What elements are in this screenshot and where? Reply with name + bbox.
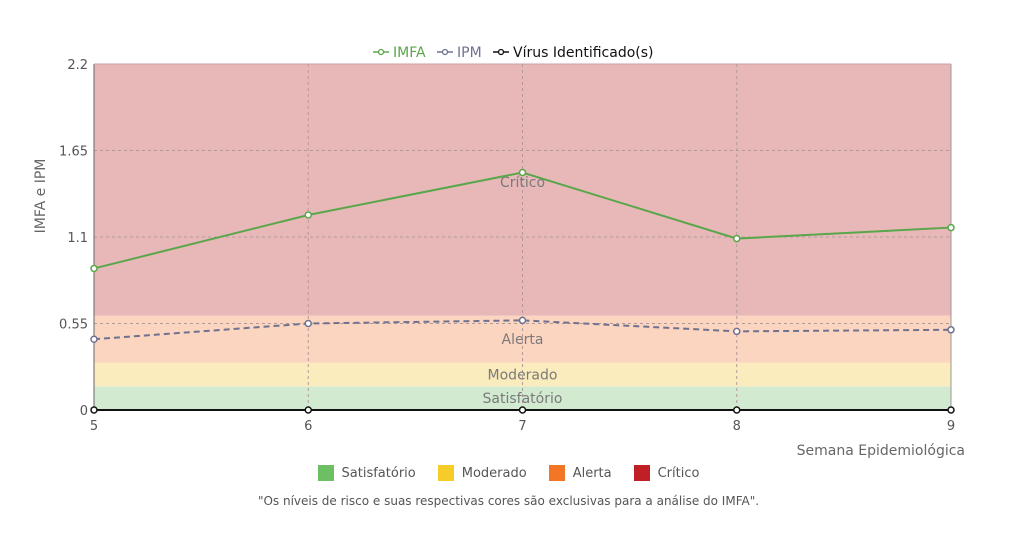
- axes: [93, 63, 952, 410]
- legend-item-ipm[interactable]: IPM: [437, 45, 482, 61]
- legend-item-virus-identificado-s[interactable]: Vírus Identificado(s): [493, 45, 654, 61]
- risk-legend: Satisfatório Moderado Alerta Crítico: [0, 465, 1017, 481]
- y-tick-label: 0.55: [59, 318, 88, 333]
- risk-legend-label: Satisfatório: [341, 465, 416, 481]
- y-tick-label: 1.1: [67, 231, 88, 246]
- moderado-swatch: [437, 465, 454, 481]
- y-tick-label: 1.65: [59, 145, 88, 160]
- risk-legend-item-satisfatorio: Satisfatório: [317, 465, 416, 481]
- risk-legend-label: Moderado: [461, 465, 527, 481]
- point-ipm: [90, 335, 98, 343]
- legend-marker-virus-identificado-s: [497, 48, 505, 56]
- point-imfa: [304, 211, 312, 219]
- x-tick-label: 6: [304, 419, 312, 434]
- tick-labels: 0 0.55 1.1 1.65 2.2 5 6 7 8 9: [59, 58, 955, 434]
- series-legend[interactable]: IMFA IPM Vírus Identificado(s): [373, 45, 654, 61]
- band-label-satisfatorio: Satisfatório: [483, 391, 563, 407]
- point-virus-identificado-s: [518, 406, 527, 414]
- point-virus-identificado-s: [947, 406, 955, 414]
- point-virus-identificado-s: [733, 406, 741, 414]
- point-imfa: [90, 264, 98, 273]
- x-tick-label: 9: [947, 419, 955, 434]
- point-virus-identificado-s: [90, 406, 98, 414]
- band-moderado: [94, 362, 951, 387]
- band-satisfatorio: [94, 386, 951, 410]
- x-tick-label: 5: [90, 419, 98, 434]
- risk-legend-item-alerta: Alerta: [548, 465, 612, 481]
- point-imfa: [947, 223, 955, 232]
- footnote: "Os níveis de risco e suas respectivas c…: [257, 494, 760, 508]
- x-tick-label: 7: [518, 419, 526, 434]
- risk-legend-item-critico: Crítico: [633, 465, 700, 481]
- series-group: [90, 168, 955, 414]
- risk-legend-item-moderado: Moderado: [437, 465, 527, 481]
- point-virus-identificado-s: [304, 406, 312, 414]
- legend-marker-ipm: [441, 48, 449, 56]
- legend-item-imfa[interactable]: IMFA: [373, 45, 426, 61]
- legend-marker-imfa: [377, 48, 385, 56]
- x-tick-label: 8: [733, 419, 741, 434]
- y-tick-label: 0: [80, 404, 88, 419]
- band-label-moderado: Moderado: [488, 368, 558, 384]
- band-label-critico: Crítico: [500, 175, 545, 191]
- legend-label-virus-identificado-s: Vírus Identificado(s): [513, 45, 654, 61]
- series-line-ipm: [93, 319, 952, 341]
- alerta-swatch: [548, 465, 565, 481]
- band-label-alerta: Alerta: [502, 332, 544, 348]
- chart: Satisfatório Moderado Alerta Crítico 0 0.55 1…: [33, 45, 965, 459]
- risk-legend-label: Alerta: [572, 465, 612, 481]
- y-tick-label: 2.2: [67, 58, 88, 73]
- point-ipm: [947, 326, 955, 334]
- point-ipm: [304, 319, 312, 328]
- point-imfa: [518, 168, 527, 177]
- critico-swatch: [633, 465, 650, 481]
- risk-legend-label: Crítico: [657, 465, 700, 481]
- x-axis-title: Semana Epidemiológica: [797, 443, 965, 459]
- point-imfa: [733, 234, 741, 243]
- risk-band-labels: Satisfatório Moderado Alerta Crítico: [483, 175, 563, 407]
- legend-label-imfa: IMFA: [393, 45, 426, 61]
- point-ipm: [733, 327, 741, 336]
- band-critico: [94, 64, 951, 316]
- y-axis-title: IMFA e IPM: [33, 159, 49, 234]
- legend-label-ipm: IPM: [457, 45, 482, 61]
- point-ipm: [518, 316, 527, 325]
- satisfatorio-swatch: [317, 465, 334, 481]
